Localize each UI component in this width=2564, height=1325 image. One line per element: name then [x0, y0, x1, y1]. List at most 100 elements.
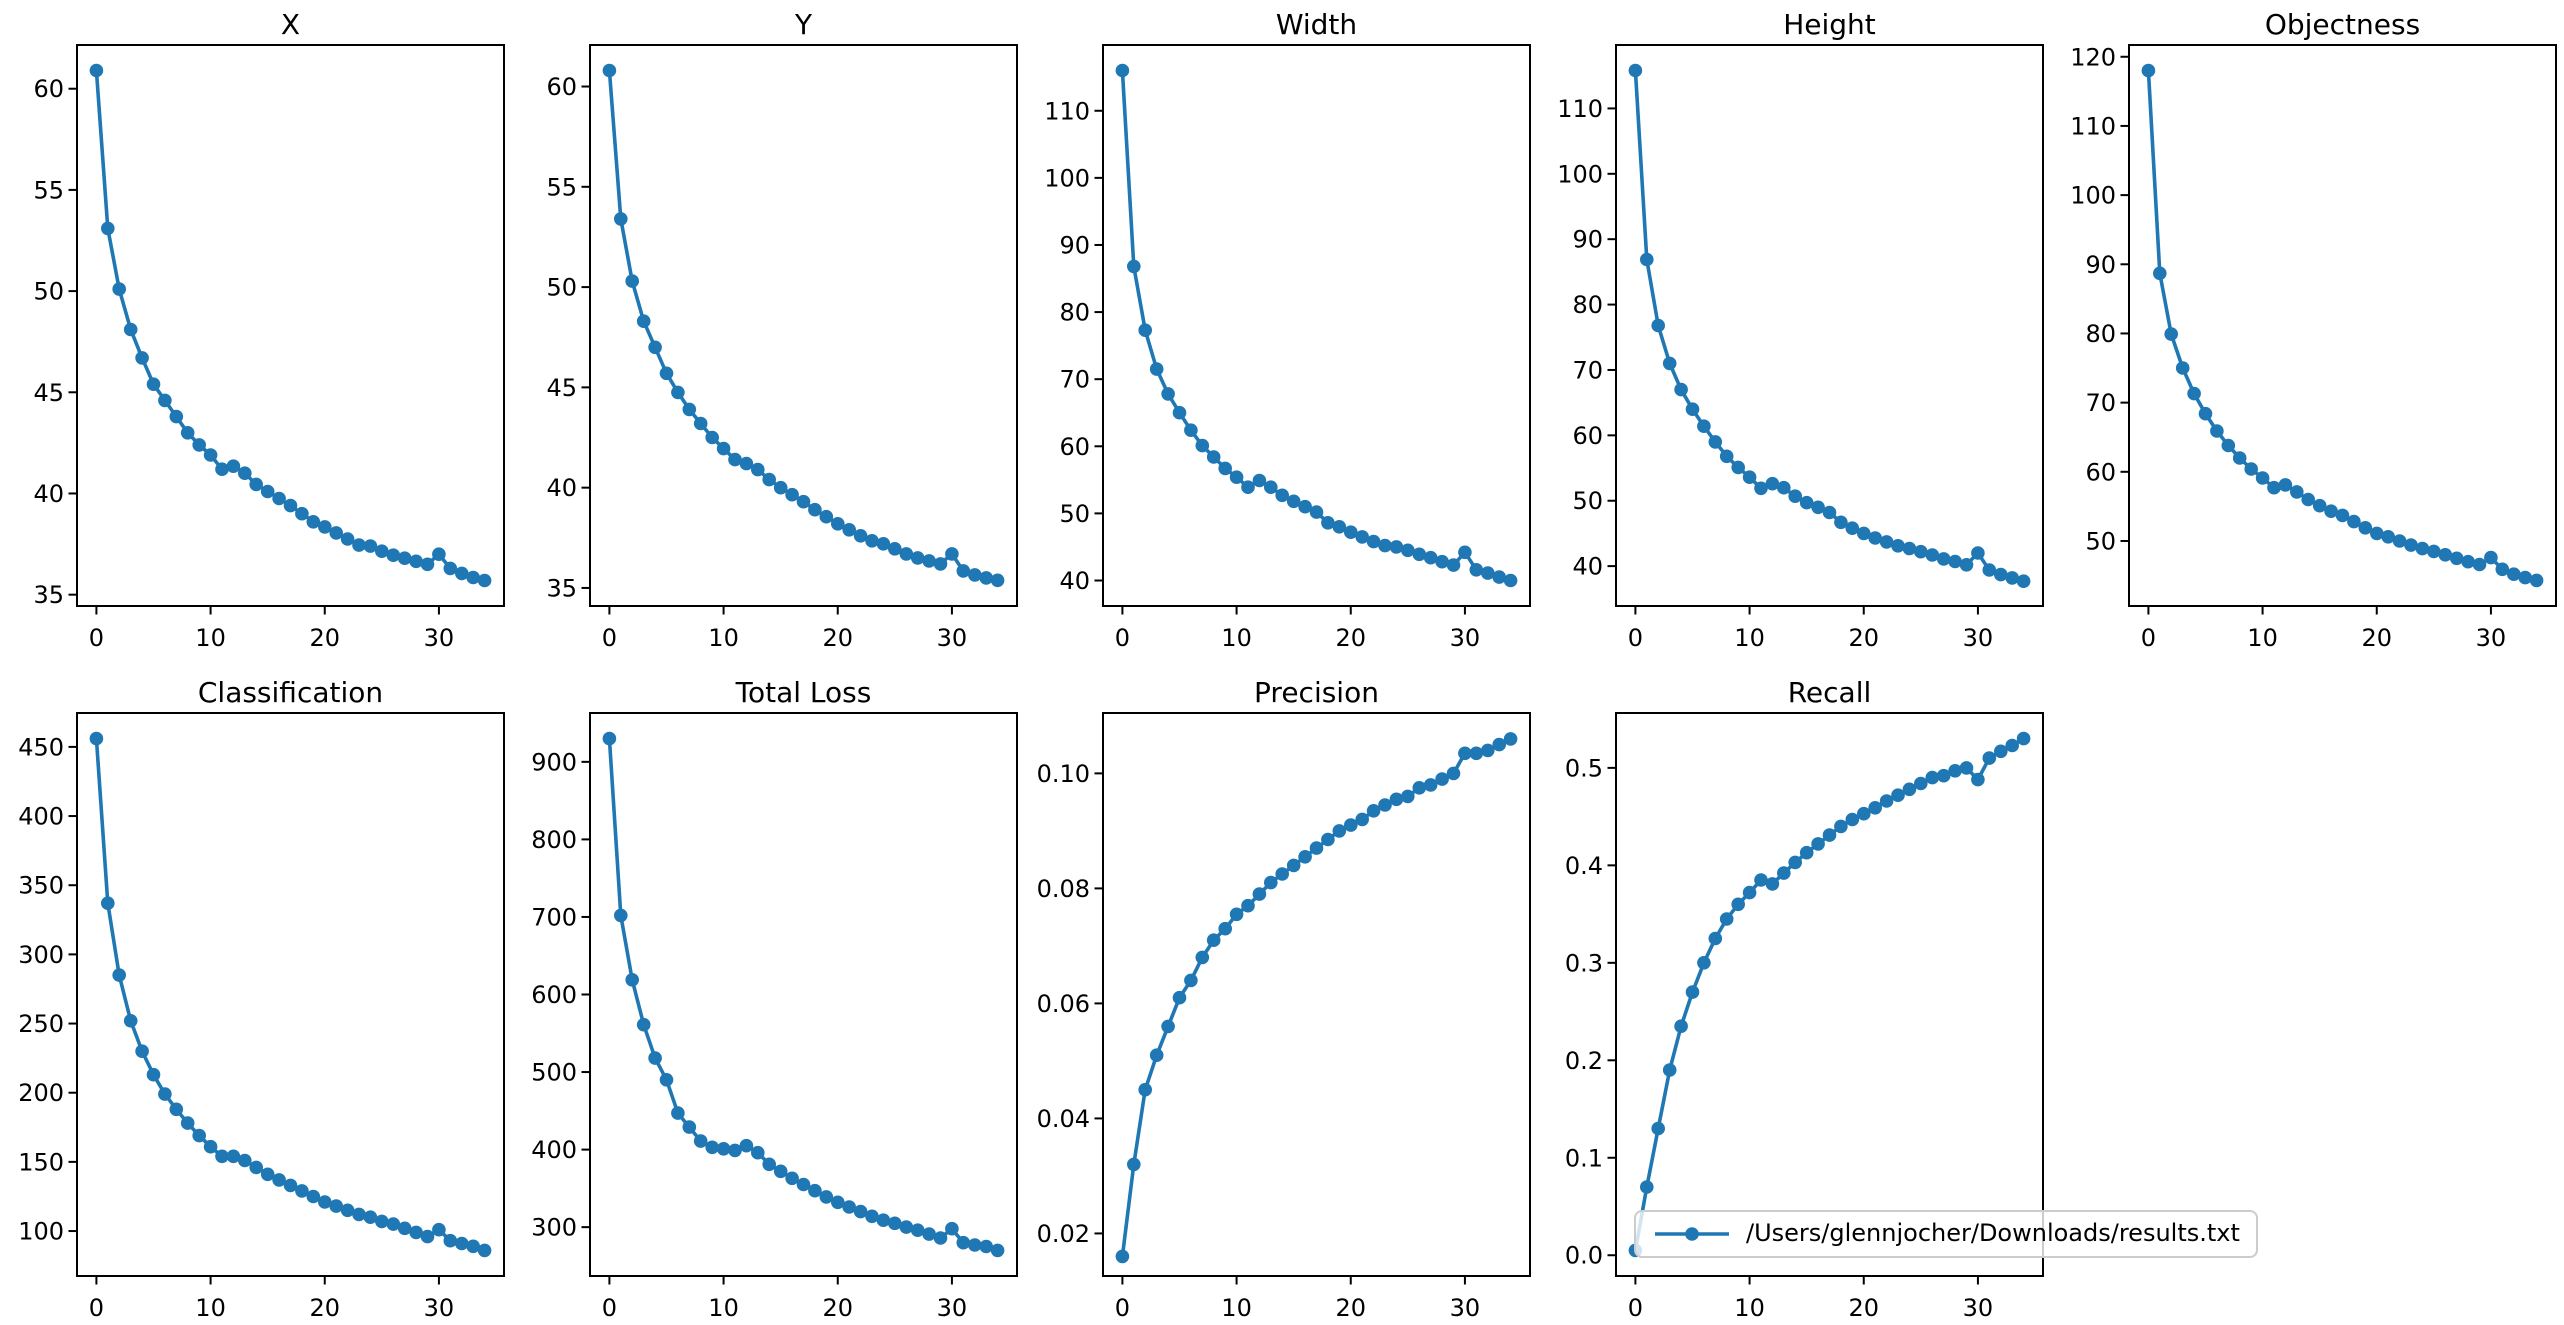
data-point: [831, 517, 845, 531]
axes-frame: [1615, 712, 2044, 1277]
data-point: [363, 539, 378, 553]
data-point: [1936, 768, 1951, 783]
data-point: [318, 520, 332, 534]
x-tick-label: 30: [1963, 1294, 1994, 1322]
data-point: [1879, 535, 1894, 549]
data-point: [1275, 488, 1289, 503]
data-point: [2290, 485, 2304, 499]
y-tick-label: 90: [1059, 231, 1090, 259]
data-point: [1389, 540, 1404, 554]
y-tick-label: 100: [18, 1218, 64, 1246]
data-point: [180, 1116, 195, 1130]
axes-frame: [76, 712, 505, 1277]
data-point: [1731, 460, 1745, 475]
data-point: [1481, 743, 1495, 758]
data-point: [1754, 873, 1768, 887]
data-point: [2198, 406, 2213, 421]
data-point: [1811, 837, 1825, 851]
y-tick-label: 70: [1059, 366, 1090, 394]
data-point: [945, 547, 959, 561]
data-point: [1355, 812, 1369, 827]
data-point: [1891, 539, 1905, 553]
legend-line-sample: [1655, 1226, 1729, 1241]
data-point: [1378, 538, 1392, 553]
data-point: [2221, 438, 2236, 453]
legend-marker-icon: [1685, 1226, 1699, 1241]
data-point: [1252, 473, 1267, 488]
data-point: [659, 366, 674, 381]
subplot-precision: Precision 0.02 0.04 0.06 0.08 0.10 0 10 20 30: [1037, 676, 1531, 1322]
subplot-classification: Classification 100 150 200 250 300 350 400 450 0 1…: [18, 676, 505, 1322]
data-point: [158, 1087, 172, 1101]
data-point: [739, 1138, 754, 1153]
axes-frame: [589, 44, 1018, 607]
subplot-height: Height 40 50 60 70 80 90 100 110 0 10 20 30: [1557, 8, 2044, 652]
data-point: [1868, 801, 1882, 815]
y-tick-label: 300: [18, 941, 64, 969]
y-tick-label: 300: [531, 1214, 577, 1242]
y-tick-label: 80: [2085, 320, 2116, 348]
data-point: [1412, 781, 1427, 795]
y-tick-label: 350: [18, 872, 64, 900]
data-line: [1120, 68, 1513, 583]
data-point: [1366, 534, 1381, 549]
y-tick-label: 800: [531, 826, 577, 854]
data-point: [146, 377, 161, 392]
data-point: [363, 1210, 378, 1224]
data-point: [2392, 534, 2407, 548]
x-tick-label: 10: [1221, 1294, 1252, 1322]
data-point: [1834, 819, 1848, 834]
y-tick-label: 40: [1572, 553, 1603, 581]
y-tick-label: 40: [546, 474, 577, 502]
data-point: [1857, 526, 1871, 541]
data-point: [306, 1189, 321, 1204]
data-point: [1184, 973, 1198, 988]
data-point: [1309, 841, 1324, 855]
x-tick-label: 0: [602, 624, 617, 652]
data-point: [1149, 1048, 1164, 1062]
data-point: [819, 1190, 834, 1204]
data-point: [705, 430, 719, 445]
data-point: [112, 282, 126, 296]
data-point: [1948, 554, 1962, 569]
data-point: [762, 472, 776, 487]
x-tick-label: 0: [89, 624, 104, 652]
data-point: [1423, 778, 1438, 792]
legend: /Users/glennjocher/Downloads/results.txt: [1634, 1210, 2258, 1258]
data-point: [1184, 423, 1198, 438]
data-line: [607, 736, 1000, 1253]
data-point: [899, 547, 914, 561]
y-tick-label: 60: [33, 75, 64, 103]
y-tick-label: 110: [1044, 97, 1090, 125]
data-point: [888, 542, 902, 556]
data-point: [1298, 850, 1312, 864]
y-tick-label: 400: [18, 803, 64, 831]
data-point: [2518, 570, 2532, 585]
axes-frame: [2128, 44, 2557, 607]
data-point: [1845, 521, 1860, 535]
data-point: [2461, 554, 2475, 569]
data-point: [728, 452, 742, 467]
x-tick-label: 0: [1115, 1294, 1130, 1322]
data-point: [123, 322, 138, 337]
subplot-title: Width: [1276, 8, 1357, 41]
data-point: [1628, 63, 1643, 78]
data-point: [352, 538, 366, 552]
subplot-width: Width 40 50 60 70 80 90 100 110 0 10 20 30: [1044, 8, 1531, 652]
subplot-title: Height: [1783, 8, 1876, 41]
data-point: [1138, 323, 1152, 338]
data-point: [409, 1225, 423, 1240]
data-point: [956, 564, 971, 578]
data-point: [466, 1239, 481, 1254]
data-point: [1936, 552, 1951, 566]
y-tick-label: 200: [18, 1079, 64, 1107]
y-tick-label: 100: [1557, 160, 1603, 188]
y-tick-label: 60: [1059, 433, 1090, 461]
data-point: [2495, 562, 2510, 577]
legend-label: /Users/glennjocher/Downloads/results.txt: [1746, 1219, 2240, 1247]
data-point: [2016, 574, 2031, 588]
data-point: [203, 1139, 218, 1154]
data-point: [659, 1073, 674, 1087]
data-point: [466, 570, 481, 585]
data-point: [1252, 887, 1267, 901]
